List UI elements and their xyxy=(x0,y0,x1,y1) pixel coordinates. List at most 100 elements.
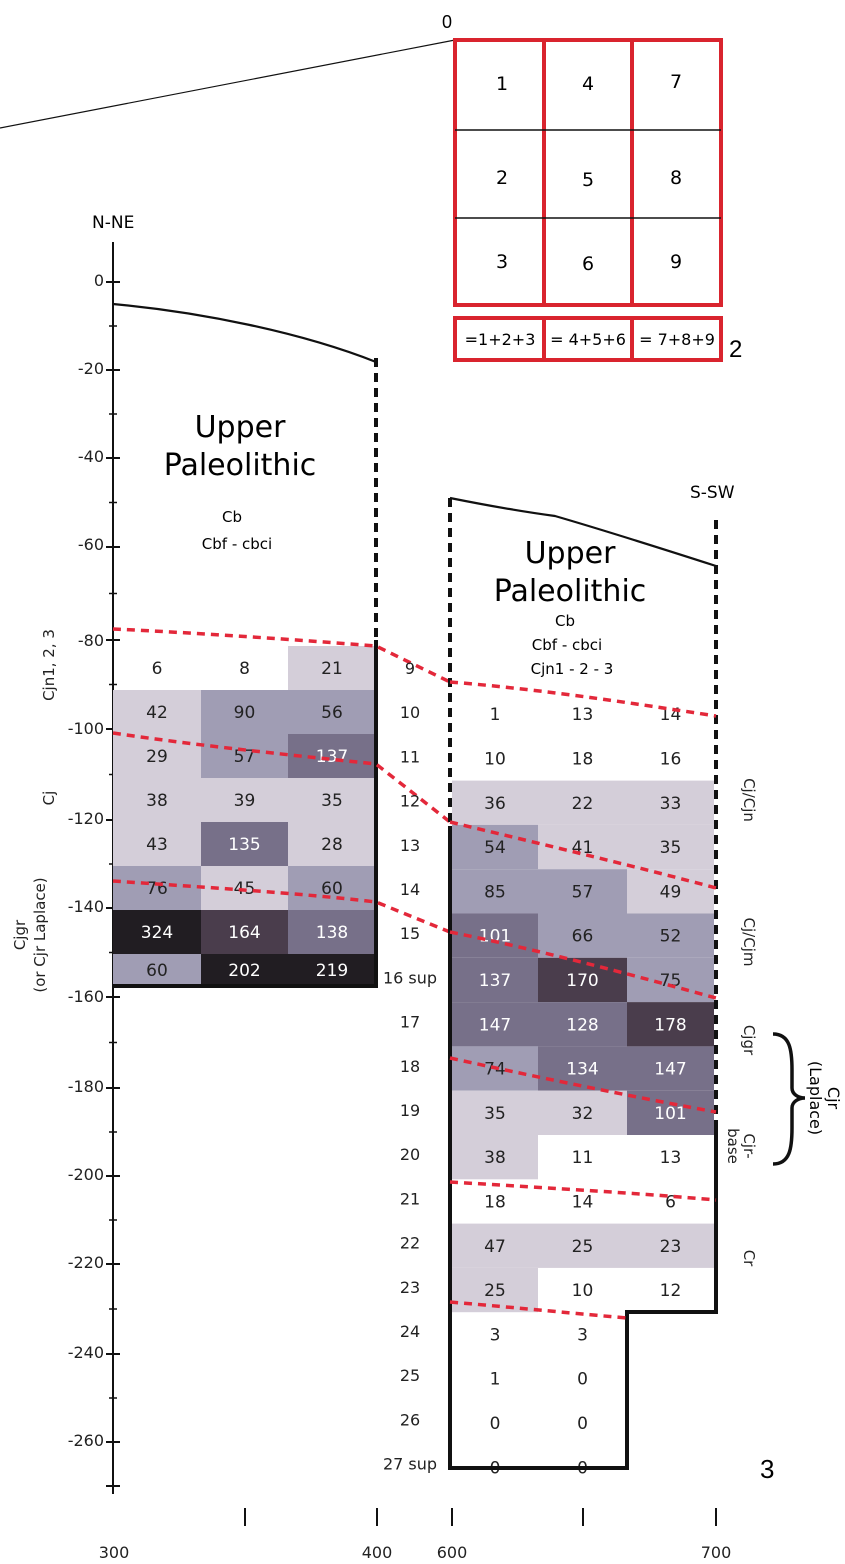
left-count-cell: 57 xyxy=(234,747,256,767)
right-count-cell-fill xyxy=(627,1090,714,1135)
right-period-title: Upper xyxy=(525,536,617,571)
square-label-4: 4 xyxy=(582,73,594,95)
left-count-cell-fill xyxy=(113,910,201,954)
left-count-cell: 43 xyxy=(146,835,168,855)
left-count-cell: 138 xyxy=(316,923,348,943)
spit-label: 23 xyxy=(400,1278,420,1297)
left-unit-label: Cbf - cbci xyxy=(202,535,272,553)
right-layer-label: Cjr- xyxy=(740,1133,758,1158)
square-grid-key: 0 1 4 7 2 5 8 3 6 9 =1+2+3 = 4+5+6 = 7+8… xyxy=(0,12,742,363)
right-count-cell: 25 xyxy=(484,1281,506,1301)
left-period-title: Upper xyxy=(195,410,287,445)
left-count-cell: 42 xyxy=(146,703,168,723)
left-layer-label: (or Cjr Laplace) xyxy=(31,877,49,992)
cjr-group-label: (Laplace) xyxy=(806,1061,825,1135)
left-unit-label: Cb xyxy=(222,508,242,526)
right-count-cell-fill xyxy=(452,869,538,914)
square-label-3: 3 xyxy=(496,251,508,273)
spit-label: 19 xyxy=(400,1101,420,1120)
distance-tick-label: 700 xyxy=(701,1543,732,1562)
left-count-cell-fill xyxy=(201,910,288,954)
left-count-cell-fill xyxy=(113,822,201,866)
spit-label: 12 xyxy=(400,792,420,811)
right-period-title: Paleolithic xyxy=(494,574,647,609)
depth-tick-label: -40 xyxy=(78,447,104,466)
sum-label-c: = 7+8+9 xyxy=(639,330,715,349)
spit-label: 21 xyxy=(400,1189,420,1208)
spit-number-column: 9 10 11 12 13 14 15 16 sup 17 18 19 20 21 22 23 24 25 26 2… xyxy=(383,659,437,1474)
right-count-cell-fill xyxy=(452,780,538,825)
left-count-cell: 164 xyxy=(228,923,260,943)
left-count-cell-fill xyxy=(201,734,288,778)
right-count-cell-fill xyxy=(538,1090,627,1135)
left-count-cell-fill xyxy=(288,690,376,734)
distance-axis: 300 400 600 700 xyxy=(99,1508,732,1562)
orientation-right-label: S-SW xyxy=(690,483,735,503)
right-count-cell: 85 xyxy=(484,882,506,902)
right-count-cell: 25 xyxy=(572,1237,594,1257)
cjr-group-label: Cjr xyxy=(824,1087,843,1110)
left-boundary-line-2 xyxy=(112,731,452,824)
left-boundary-line-1 xyxy=(112,627,451,684)
square-label-7: 7 xyxy=(670,71,682,93)
depth-tick-label: -260 xyxy=(68,1431,104,1450)
right-count-cell: 3 xyxy=(490,1325,501,1345)
left-count-cell-fill xyxy=(201,778,288,822)
spit-label: 16 sup xyxy=(383,968,437,987)
right-count-cell: 35 xyxy=(660,838,682,858)
square-sum-row xyxy=(453,316,723,362)
right-count-cell: 33 xyxy=(660,794,682,814)
inset-origin-label: 0 xyxy=(442,12,452,32)
right-layer-label: Cr xyxy=(740,1250,758,1267)
right-count-cell-fill xyxy=(538,780,627,825)
depth-tick-label: -100 xyxy=(68,719,104,738)
left-count-cell: 6 xyxy=(152,659,163,679)
left-count-cell-fill xyxy=(201,954,288,986)
right-count-cell-fill xyxy=(538,1046,627,1091)
right-boundary-line-1 xyxy=(449,680,717,718)
right-count-cell: 101 xyxy=(654,1104,686,1124)
spit-label: 14 xyxy=(400,880,420,899)
depth-tick-label: -60 xyxy=(78,535,104,554)
right-count-cell-fill xyxy=(627,1046,714,1091)
right-count-cell: 147 xyxy=(479,1015,511,1035)
right-count-cell-fill xyxy=(627,1223,714,1268)
left-count-cell: 202 xyxy=(228,961,260,981)
right-count-cell: 38 xyxy=(484,1148,506,1168)
right-count-cell: 10 xyxy=(484,749,506,769)
left-count-cell-fill xyxy=(113,690,201,734)
distance-tick-label: 400 xyxy=(362,1543,393,1562)
right-count-cell: 10 xyxy=(572,1281,594,1301)
right-count-cell: 32 xyxy=(572,1104,594,1124)
right-count-cell: 0 xyxy=(577,1370,588,1390)
square-grid-frame xyxy=(453,38,723,307)
depth-tick-label: -140 xyxy=(68,897,104,916)
left-count-cell: 76 xyxy=(146,879,168,899)
left-count-cell-fill xyxy=(113,778,201,822)
right-count-cell: 36 xyxy=(484,794,506,814)
depth-tick-label: -120 xyxy=(68,809,104,828)
right-count-cell: 101 xyxy=(479,927,511,947)
spit-label: 24 xyxy=(400,1322,420,1341)
left-count-cell: 21 xyxy=(321,659,343,679)
right-count-cell: 137 xyxy=(479,971,511,991)
right-count-cell: 13 xyxy=(572,705,594,725)
right-unit-label: Cjn1 - 2 - 3 xyxy=(531,660,614,678)
sum-label-b: = 4+5+6 xyxy=(550,330,626,349)
right-count-cell-fill xyxy=(627,824,714,870)
spit-label: 22 xyxy=(400,1234,420,1253)
right-count-cell-fill xyxy=(452,1135,538,1180)
right-count-cell: 23 xyxy=(660,1237,682,1257)
left-count-cell-fill xyxy=(288,646,376,690)
spit-label: 27 sup xyxy=(383,1455,437,1474)
square-label-9: 9 xyxy=(670,251,682,273)
left-count-cell-fill xyxy=(113,866,201,910)
orientation-left-label: N-NE xyxy=(92,213,134,233)
spit-label: 25 xyxy=(400,1366,420,1385)
depth-tick-label: -20 xyxy=(78,359,104,378)
spit-label: 10 xyxy=(400,703,420,722)
spit-label: 20 xyxy=(400,1145,420,1164)
right-count-cell: 6 xyxy=(665,1192,676,1212)
right-count-cell: 13 xyxy=(660,1148,682,1168)
left-layer-label: Cjn1, 2, 3 xyxy=(40,629,58,701)
